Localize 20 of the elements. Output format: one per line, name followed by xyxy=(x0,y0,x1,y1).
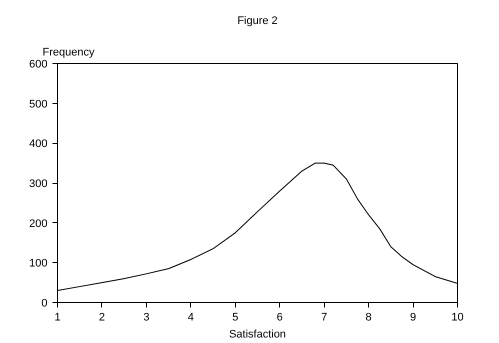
x-tick-label: 4 xyxy=(188,312,194,324)
y-tick-label: 100 xyxy=(29,258,48,270)
y-axis-title: Frequency xyxy=(42,46,95,58)
x-tick-label: 5 xyxy=(232,312,238,324)
y-tick-label: 600 xyxy=(29,58,48,70)
x-tick-label: 3 xyxy=(143,312,150,324)
x-tick-label: 1 xyxy=(54,312,61,324)
y-tick-label: 400 xyxy=(29,138,48,150)
x-tick-label: 7 xyxy=(321,312,328,324)
x-tick-label: 10 xyxy=(451,312,464,324)
x-axis-title: Satisfaction xyxy=(229,328,286,340)
chart-title: Figure 2 xyxy=(237,15,278,27)
x-tick-label: 6 xyxy=(276,312,283,324)
y-tick-label: 0 xyxy=(41,298,48,310)
y-tick-label: 200 xyxy=(29,218,48,230)
y-tick-label: 300 xyxy=(29,178,48,190)
x-tick-label: 8 xyxy=(366,312,372,324)
y-tick-label: 500 xyxy=(29,98,48,110)
x-tick-label: 2 xyxy=(98,312,106,324)
x-tick-label: 9 xyxy=(410,312,416,324)
